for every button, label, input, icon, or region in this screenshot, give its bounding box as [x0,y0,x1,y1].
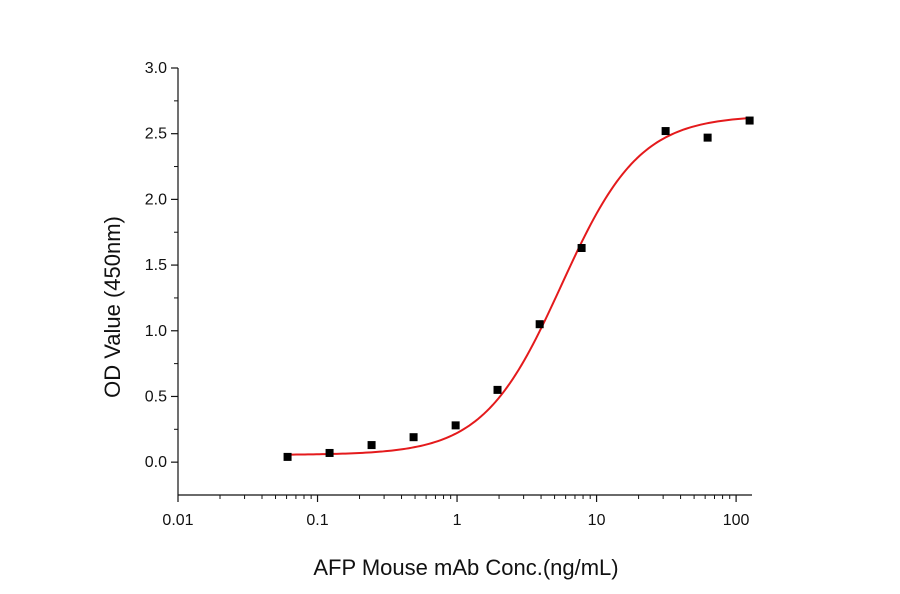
data-point [577,244,586,252]
data-point [745,116,754,125]
y-tick-label: 1.0 [145,323,167,340]
x-tick-label: 0.01 [162,512,193,529]
data-point [325,448,334,457]
data-point [703,133,712,142]
data-point [367,441,376,450]
axes: 0.0 0.5 1.0 1.5 2.0 2.5 3.0 0.01 0.1 1 10 100 [145,60,752,529]
data-point [661,127,670,136]
x-tick-label: 1 [453,512,462,529]
data-point [409,433,418,442]
data-point [535,320,544,329]
data-points [283,116,754,461]
y-tick-label: 3.0 [145,60,167,77]
x-tick-label: 100 [723,512,750,529]
data-point [451,421,460,430]
x-tick-label: 0.1 [306,512,328,529]
data-point [283,452,292,461]
x-axis-title: AFP Mouse mAb Conc.(ng/mL) [313,555,618,580]
fit-curve [287,117,750,456]
y-tick-label: 2.0 [145,191,167,208]
data-point [493,385,502,394]
y-axis-title: OD Value (450nm) [100,216,125,398]
y-tick-label: 1.5 [145,257,167,274]
y-tick-label: 0.0 [145,454,167,471]
y-tick-label: 2.5 [145,126,167,143]
y-tick-label: 0.5 [145,388,167,405]
x-tick-label: 10 [588,512,606,529]
